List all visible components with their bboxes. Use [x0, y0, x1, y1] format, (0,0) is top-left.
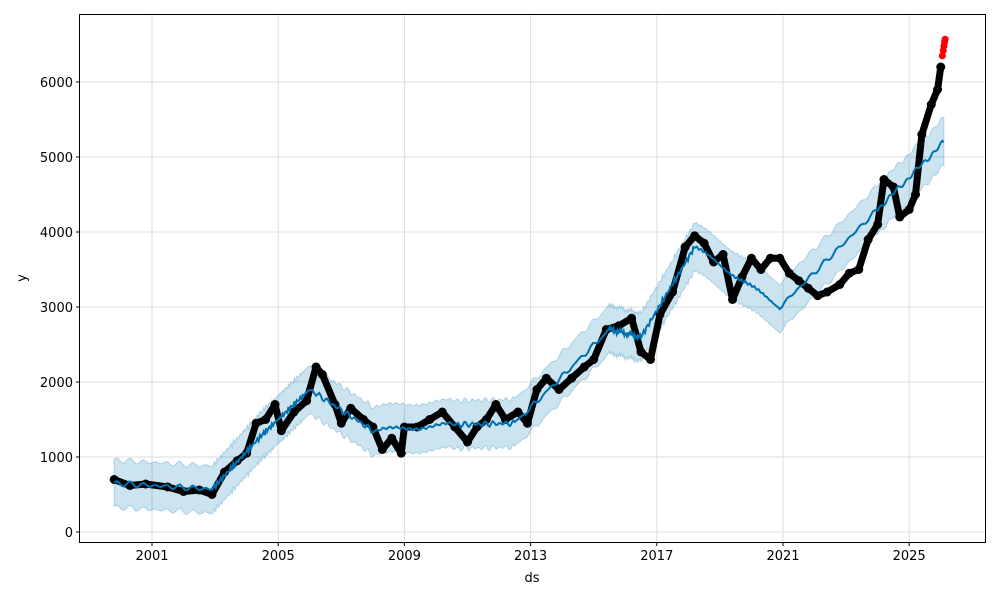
actual-point [926, 100, 936, 109]
actual-point [311, 362, 321, 372]
actual-point [627, 313, 637, 323]
actual-point [336, 418, 346, 428]
actual-point [690, 231, 700, 241]
actual-point [844, 268, 854, 278]
x-tick-label: 2017 [640, 549, 673, 564]
actual-point [614, 321, 624, 331]
actual-point [863, 235, 873, 244]
actual-points [109, 62, 946, 499]
y-tick-label: 5000 [40, 151, 73, 166]
actual-point [567, 373, 577, 383]
y-tick-label: 2000 [40, 376, 73, 391]
actual-point [289, 407, 299, 417]
y-tick-label: 3000 [40, 301, 73, 316]
x-tick-label: 2001 [135, 549, 168, 564]
actual-point [933, 85, 943, 94]
actual-point [513, 407, 523, 417]
actual-point [276, 426, 286, 436]
y-tick-label: 0 [65, 526, 73, 541]
actual-point [895, 212, 905, 222]
actual-point [904, 205, 914, 214]
actual-point [541, 373, 551, 383]
actual-point [261, 415, 271, 424]
actual-point [491, 400, 501, 409]
actual-point [270, 400, 280, 409]
interval-area [113, 116, 945, 515]
forecast-path [113, 139, 945, 492]
actual-point [207, 490, 217, 499]
actual-point [775, 253, 785, 263]
actual-point [302, 396, 312, 406]
actual-point [879, 175, 889, 184]
actual-point [645, 355, 655, 364]
actual-point [803, 283, 813, 293]
highlight-points [938, 35, 949, 60]
actual-point [463, 437, 472, 447]
actual-point [728, 295, 738, 304]
actual-point [756, 265, 766, 274]
actual-point [554, 385, 564, 394]
actual-point [251, 418, 261, 428]
axis-ticks: 2001 2005 2009 2013 2017 2021 2025 0 1000 2000 300… [40, 76, 926, 564]
plot-frame [79, 14, 986, 543]
actual-point [425, 415, 435, 424]
actual-point [794, 276, 804, 286]
y-tick-label: 1000 [40, 451, 73, 466]
actual-point [746, 253, 756, 263]
actual-point [784, 268, 794, 278]
actual-point [835, 280, 845, 289]
actual-point [765, 253, 775, 263]
x-tick-label: 2025 [893, 549, 926, 564]
y-tick-label: 4000 [40, 226, 73, 241]
x-axis-label: ds [524, 571, 539, 586]
y-tick-label: 6000 [40, 76, 73, 91]
actual-point [680, 242, 690, 252]
actual-point [589, 355, 599, 364]
actual-point [579, 362, 589, 372]
actual-point [522, 418, 532, 428]
grid [80, 15, 985, 542]
highlight-point [941, 35, 949, 43]
actual-point [387, 433, 397, 443]
actual-point [317, 370, 327, 379]
actual-point [917, 130, 927, 139]
x-tick-label: 2021 [766, 549, 799, 564]
actual-point [437, 407, 447, 417]
actual-point [396, 448, 406, 458]
actual-point [813, 291, 823, 301]
x-tick-label: 2005 [262, 549, 295, 564]
actual-point [936, 62, 946, 72]
actual-point [911, 190, 921, 199]
actual-point [873, 220, 883, 229]
actual-point [718, 250, 728, 259]
actual-point [330, 400, 340, 409]
actual-point [636, 347, 646, 357]
actual-point [346, 403, 356, 413]
highlight-point [938, 52, 946, 60]
actual-point [709, 257, 719, 267]
y-axis-label: y [15, 274, 30, 282]
x-tick-label: 2009 [388, 549, 421, 564]
actual-point [822, 287, 832, 297]
x-tick-label: 2013 [514, 549, 547, 564]
actual-point [532, 385, 542, 394]
actual-point [699, 238, 709, 248]
uncertainty-interval [113, 116, 945, 515]
actual-point [854, 265, 864, 274]
actual-point [377, 445, 387, 454]
forecast-line [113, 139, 945, 492]
